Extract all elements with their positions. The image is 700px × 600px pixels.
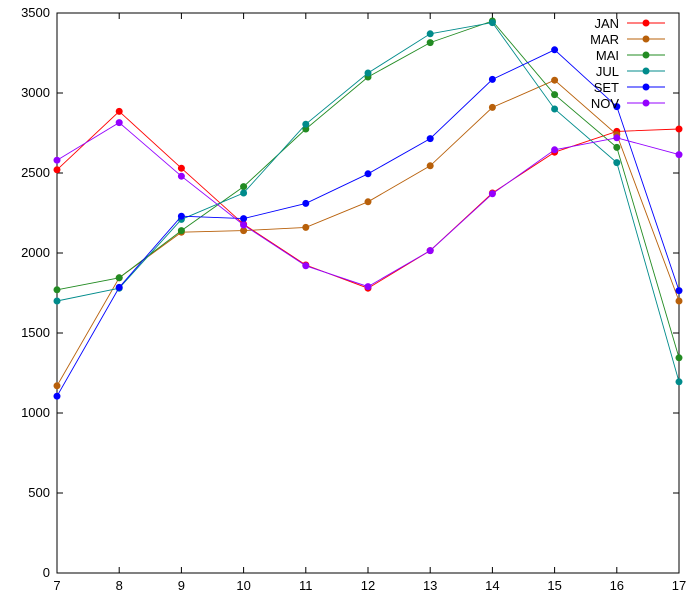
data-point-nov	[177, 172, 185, 180]
data-point-mai	[613, 143, 621, 151]
x-tick-label: 10	[236, 578, 250, 593]
y-tick-label: 2500	[21, 165, 50, 180]
legend-marker-mai	[642, 51, 650, 59]
x-tick-label: 13	[423, 578, 437, 593]
data-point-mar	[426, 162, 434, 170]
data-point-nov	[551, 146, 559, 154]
data-point-set	[613, 103, 621, 111]
legend-label-set: SET	[594, 80, 619, 95]
data-point-mar	[53, 382, 61, 390]
data-point-mar	[675, 297, 683, 305]
legend-marker-mar	[642, 35, 650, 43]
y-tick-label: 3500	[21, 5, 50, 20]
data-point-jul	[426, 30, 434, 38]
x-tick-label: 16	[610, 578, 624, 593]
data-point-mar	[551, 76, 559, 84]
y-tick-label: 500	[28, 485, 50, 500]
data-point-set	[488, 75, 496, 83]
data-point-nov	[488, 190, 496, 198]
data-point-nov	[364, 283, 372, 291]
legend-label-jan: JAN	[594, 16, 619, 31]
y-tick-label: 1500	[21, 325, 50, 340]
data-point-nov	[53, 156, 61, 164]
x-tick-label: 8	[116, 578, 123, 593]
data-point-mai	[675, 354, 683, 362]
x-tick-label: 17	[672, 578, 686, 593]
series-set	[53, 46, 683, 400]
y-tick-label: 3000	[21, 85, 50, 100]
data-point-jul	[675, 378, 683, 386]
axes: 0 500 1000 1500 2000 2500 3000 3500 7 8 9 10 11 12 13 1…	[21, 5, 686, 593]
x-tick-label: 9	[178, 578, 185, 593]
data-point-mai	[302, 125, 310, 133]
legend-label-mar: MAR	[590, 32, 619, 47]
data-point-nov	[115, 119, 123, 127]
series-mai	[53, 17, 683, 362]
data-point-jul	[240, 189, 248, 197]
data-point-nov	[675, 151, 683, 159]
data-point-mar	[302, 223, 310, 231]
legend-label-jul: JUL	[596, 64, 619, 79]
series-nov	[53, 119, 683, 291]
x-tick-label: 11	[299, 578, 313, 593]
series-line-mar	[56, 79, 680, 387]
data-point-jul	[302, 120, 310, 128]
data-point-mai	[426, 39, 434, 47]
data-point-jan	[177, 164, 185, 172]
data-point-jan	[115, 107, 123, 115]
x-tick-label: 14	[485, 578, 499, 593]
data-point-set	[240, 215, 248, 223]
data-point-mai	[115, 274, 123, 282]
data-point-mai	[177, 227, 185, 235]
data-point-jul	[53, 297, 61, 305]
data-point-jul	[613, 159, 621, 167]
plot-frame	[56, 12, 680, 574]
data-point-nov	[240, 221, 248, 229]
legend-marker-jan	[642, 19, 650, 27]
data-point-set	[302, 199, 310, 207]
data-point-set	[426, 135, 434, 143]
data-point-set	[551, 46, 559, 54]
legend-marker-nov	[642, 99, 650, 107]
data-point-set	[364, 170, 372, 178]
data-point-nov	[613, 134, 621, 142]
y-tick-label: 0	[43, 565, 50, 580]
series-layer	[53, 17, 683, 400]
data-point-jul	[364, 69, 372, 77]
data-point-set	[177, 212, 185, 220]
data-point-set	[53, 392, 61, 400]
data-point-jul	[551, 105, 559, 113]
legend-label-nov: NOV	[591, 96, 620, 111]
data-point-jan	[675, 125, 683, 133]
y-tick-label: 2000	[21, 245, 50, 260]
x-tick-label: 12	[361, 578, 375, 593]
legend-label-mai: MAI	[596, 48, 619, 63]
legend-marker-set	[642, 83, 650, 91]
data-point-jan	[53, 166, 61, 174]
data-point-mar	[364, 198, 372, 206]
data-point-mar	[240, 227, 248, 235]
data-point-set	[675, 287, 683, 295]
data-point-nov	[302, 262, 310, 270]
x-tick-label: 15	[547, 578, 561, 593]
legend-marker-jul	[642, 67, 650, 75]
data-point-set	[115, 283, 123, 291]
data-point-jul	[488, 19, 496, 27]
data-point-mai	[53, 286, 61, 294]
y-tick-label: 1000	[21, 405, 50, 420]
data-point-mai	[240, 183, 248, 191]
data-point-mai	[551, 91, 559, 99]
data-point-nov	[426, 247, 434, 255]
x-tick-label: 7	[53, 578, 60, 593]
data-point-mar	[488, 103, 496, 111]
series-line-set	[56, 49, 680, 397]
